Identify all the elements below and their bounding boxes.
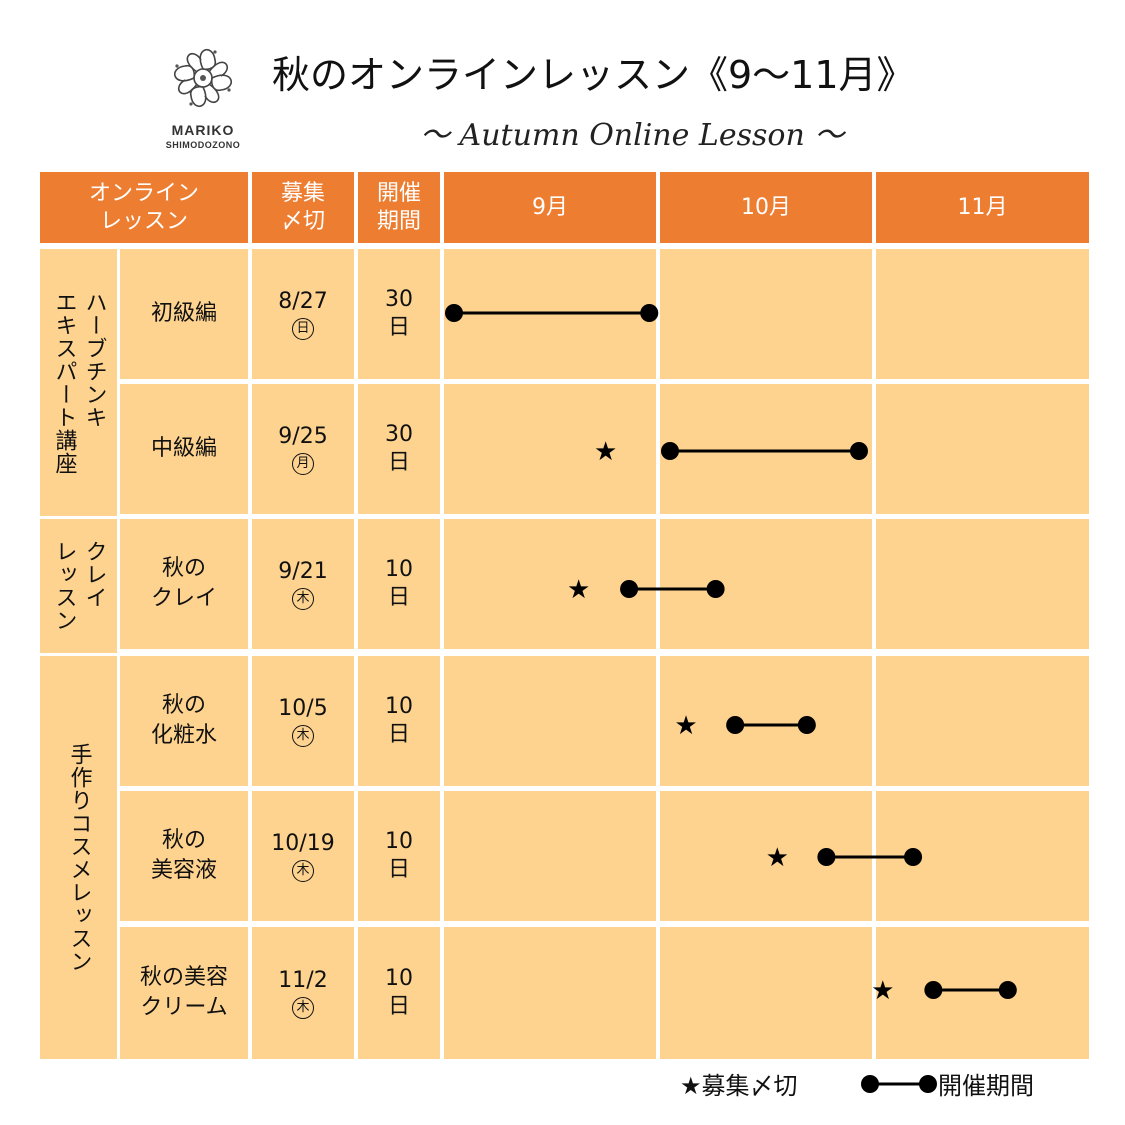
period-start-dot xyxy=(620,580,639,598)
period-start-dot xyxy=(726,716,745,734)
month-cell xyxy=(876,384,1089,514)
month-cell xyxy=(660,519,872,649)
month-cell xyxy=(876,656,1089,786)
deadline-star-icon: ★ xyxy=(594,437,617,467)
period-unit: 日 xyxy=(387,450,410,475)
month-cell xyxy=(660,384,872,514)
lesson-name: 秋の美容 クリーム xyxy=(120,927,248,1059)
period-start-dot xyxy=(661,442,679,460)
weekday-badge: 木 xyxy=(292,725,314,747)
period-cell: 10 日 xyxy=(358,656,440,786)
category-cosme: 手作りコスメレッスン xyxy=(40,656,117,1059)
deadline-cell: 10/5 木 xyxy=(252,656,354,786)
deadline-star-icon: ★ xyxy=(871,976,894,1006)
brand-logo: MARIKO SHIMODOZONO xyxy=(158,38,248,158)
header-lesson: オンライン レッスン xyxy=(40,172,248,243)
deadline-star-icon: ★ xyxy=(766,843,789,873)
deadline-cell: 9/21 木 xyxy=(252,519,354,649)
legend-period-label: 開催期間 xyxy=(938,1072,1034,1100)
period-days: 10 xyxy=(385,966,413,991)
period-unit: 日 xyxy=(387,857,410,882)
weekday-badge: 木 xyxy=(292,860,314,882)
category-clay: クレイ レッスン xyxy=(40,519,117,653)
month-cell xyxy=(660,927,872,1059)
deadline-date: 9/25 xyxy=(278,424,328,449)
period-end-dot xyxy=(706,580,725,598)
period-days: 30 xyxy=(385,287,413,312)
period-end-dot xyxy=(640,304,659,322)
star-icon: ★ xyxy=(680,1072,702,1100)
period-start-dot xyxy=(817,848,836,866)
deadline-date: 9/21 xyxy=(278,559,328,584)
month-cell xyxy=(444,656,656,786)
period-cell: 10 日 xyxy=(358,519,440,649)
period-end-dot xyxy=(904,848,923,866)
lesson-name: 秋の クレイ xyxy=(120,519,248,649)
deadline-cell: 10/19 木 xyxy=(252,791,354,921)
deadline-star-icon: ★ xyxy=(567,575,590,605)
page-title: 秋のオンラインレッスン《9〜11月》 xyxy=(272,53,915,97)
flower-logo-icon xyxy=(174,49,232,107)
period-start-dot xyxy=(445,304,463,322)
period-days: 30 xyxy=(385,422,413,447)
deadline-date: 10/5 xyxy=(278,696,328,721)
period-cell: 30 日 xyxy=(358,384,440,514)
deadline-date: 8/27 xyxy=(278,289,328,314)
period-unit: 日 xyxy=(387,722,410,747)
period-cell: 10 日 xyxy=(358,927,440,1059)
month-cell xyxy=(876,927,1089,1059)
period-end-dot xyxy=(998,981,1017,999)
page-subtitle: 〜 Autumn Online Lesson 〜 xyxy=(420,118,845,153)
period-days: 10 xyxy=(385,694,413,719)
month-cell xyxy=(660,249,872,379)
month-cell xyxy=(444,384,656,514)
period-end-dot xyxy=(849,442,868,460)
header-period: 開催 期間 xyxy=(358,172,440,243)
month-cell xyxy=(876,249,1089,379)
period-unit: 日 xyxy=(387,585,410,610)
weekday-badge: 木 xyxy=(292,588,314,610)
brand-name: MARIKO xyxy=(171,122,235,138)
legend-deadline: ★募集〆切 xyxy=(680,1066,798,1101)
header-month-sep: 9月 xyxy=(444,172,656,243)
period-cell: 30 日 xyxy=(358,249,440,379)
lesson-name: 秋の 化粧水 xyxy=(120,656,248,786)
lesson-name: 中級編 xyxy=(120,384,248,514)
month-cell xyxy=(444,927,656,1059)
period-unit: 日 xyxy=(387,994,410,1019)
deadline-date: 11/2 xyxy=(278,968,328,993)
weekday-badge: 日 xyxy=(292,318,314,340)
month-cell xyxy=(876,519,1089,649)
header-month-nov: 11月 xyxy=(876,172,1089,243)
brand-subname: SHIMODOZONO xyxy=(165,140,241,150)
month-cell xyxy=(444,791,656,921)
lesson-name: 秋の 美容液 xyxy=(120,791,248,921)
period-days: 10 xyxy=(385,557,413,582)
legend-deadline-label: 募集〆切 xyxy=(701,1072,798,1100)
category-herb: ハーブチンキ エキスパート講座 xyxy=(40,249,117,516)
header-deadline: 募集 〆切 xyxy=(252,172,354,243)
period-unit: 日 xyxy=(387,315,410,340)
period-start-dot xyxy=(924,981,943,999)
deadline-cell: 11/2 木 xyxy=(252,927,354,1059)
legend-period: 開催期間 xyxy=(860,1066,1034,1101)
period-cell: 10 日 xyxy=(358,791,440,921)
deadline-cell: 8/27 日 xyxy=(252,249,354,379)
lesson-name: 初級編 xyxy=(120,249,248,379)
weekday-badge: 月 xyxy=(292,453,314,475)
deadline-date: 10/19 xyxy=(271,831,335,856)
month-cell xyxy=(444,519,656,649)
period-days: 10 xyxy=(385,829,413,854)
deadline-star-icon: ★ xyxy=(674,711,697,741)
header-month-oct: 10月 xyxy=(660,172,872,243)
weekday-badge: 木 xyxy=(292,997,314,1019)
period-line-icon xyxy=(861,1074,937,1093)
period-end-dot xyxy=(797,716,816,734)
deadline-cell: 9/25 月 xyxy=(252,384,354,514)
month-cell xyxy=(660,656,872,786)
